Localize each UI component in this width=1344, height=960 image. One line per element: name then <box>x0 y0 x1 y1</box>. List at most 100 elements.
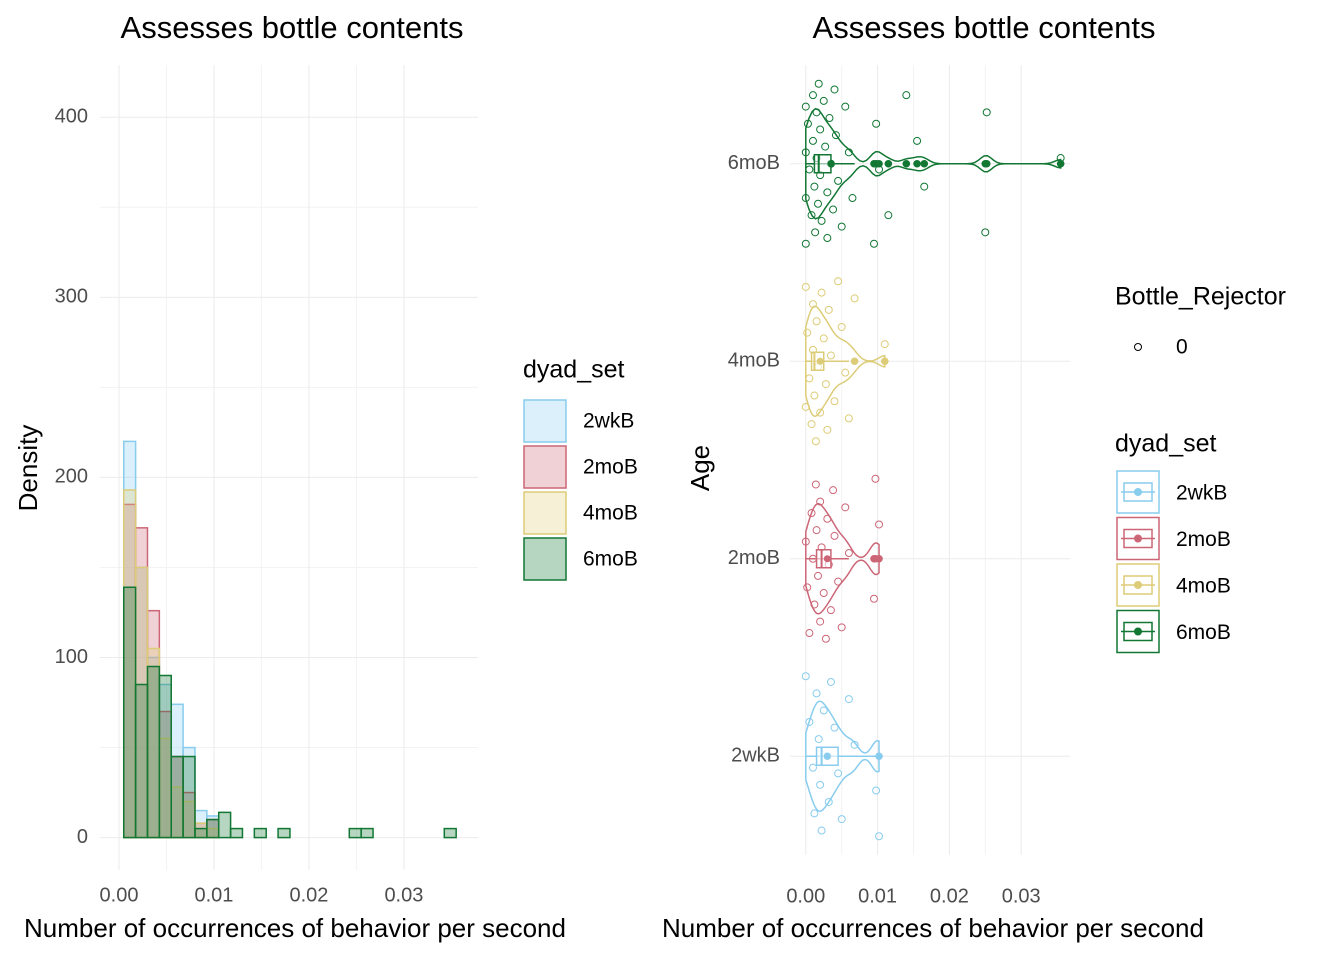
violin <box>805 700 880 813</box>
point <box>982 108 991 117</box>
outlier <box>920 159 929 168</box>
x-tick-label: 0.02 <box>289 884 328 906</box>
point <box>810 182 819 191</box>
violin <box>805 107 1062 220</box>
point <box>837 815 846 824</box>
point <box>844 414 853 423</box>
legend-label: 4moB <box>1176 575 1231 598</box>
point <box>826 606 835 615</box>
legend-key <box>523 399 567 443</box>
point <box>801 148 810 157</box>
bar <box>348 827 362 839</box>
legend-key <box>523 537 567 581</box>
outlier <box>1056 159 1065 168</box>
bar <box>443 827 457 839</box>
y-tick-label: 6moB <box>728 152 780 174</box>
point <box>830 397 839 406</box>
point <box>920 182 929 191</box>
point <box>808 91 817 100</box>
point <box>801 239 810 248</box>
legend-label: 6moB <box>583 548 638 571</box>
y-axis-title: Age <box>685 445 715 491</box>
point <box>805 374 814 383</box>
x-tick-label: 0.01 <box>858 885 897 907</box>
point <box>801 672 810 681</box>
outlier <box>875 159 883 168</box>
y-tick-label: 400 <box>55 106 88 128</box>
point <box>821 380 830 389</box>
bar <box>229 827 244 839</box>
point <box>829 486 838 495</box>
point <box>808 763 817 772</box>
point <box>816 497 825 506</box>
point <box>812 317 821 326</box>
bar <box>277 827 291 839</box>
legend-key <box>1123 621 1153 642</box>
point <box>981 228 990 237</box>
point <box>829 205 838 214</box>
point <box>821 142 830 151</box>
point <box>816 617 825 626</box>
outlier <box>902 159 911 168</box>
point <box>817 826 826 835</box>
legend-key <box>1134 581 1142 589</box>
point <box>816 780 825 789</box>
violin <box>805 305 886 418</box>
point <box>814 571 822 580</box>
x-tick-label: 0.01 <box>195 884 234 906</box>
outlier <box>913 159 921 168</box>
point <box>817 216 826 225</box>
legend-key <box>1123 575 1153 595</box>
point <box>902 91 911 100</box>
point <box>801 194 810 203</box>
point <box>819 334 828 343</box>
point <box>834 577 843 586</box>
point <box>823 514 832 523</box>
chart-title: Assesses bottle contents <box>813 10 1156 45</box>
point <box>837 623 846 632</box>
point <box>871 474 880 483</box>
point <box>831 131 840 140</box>
point <box>801 402 810 411</box>
point <box>826 677 835 686</box>
point <box>841 102 850 111</box>
x-tick-label: 0.03 <box>384 884 423 906</box>
point <box>810 600 819 609</box>
outlier <box>982 159 991 168</box>
point <box>811 480 820 489</box>
point <box>811 437 820 446</box>
outlier <box>875 554 883 563</box>
point <box>841 368 850 377</box>
point <box>837 222 846 231</box>
y-tick-label: 100 <box>55 646 88 668</box>
bar <box>206 818 220 839</box>
point <box>844 549 853 558</box>
point <box>872 786 881 795</box>
bar <box>122 586 137 839</box>
point <box>812 689 821 698</box>
point <box>870 239 878 248</box>
legend-key <box>1123 528 1153 549</box>
point <box>808 300 817 309</box>
legend-label: 2moB <box>1176 528 1231 551</box>
point <box>807 420 816 429</box>
point <box>803 119 812 128</box>
point <box>814 199 822 208</box>
point <box>807 509 816 518</box>
legend-label: 2wkB <box>1176 482 1227 505</box>
bar <box>253 827 267 839</box>
legend-label: 2wkB <box>583 410 634 433</box>
point <box>844 695 853 704</box>
point <box>824 305 833 314</box>
point <box>880 340 889 349</box>
chart-title: Assesses bottle contents <box>121 10 464 45</box>
bar <box>360 827 374 839</box>
legend-key <box>1123 482 1153 502</box>
x-axis-title: Number of occurrences of behavior per se… <box>24 913 566 943</box>
point <box>844 148 853 157</box>
point <box>814 79 823 88</box>
outlier <box>880 357 889 366</box>
legend-title: Bottle_Rejector <box>1115 283 1286 311</box>
outlier <box>850 357 859 366</box>
mean <box>827 160 835 168</box>
